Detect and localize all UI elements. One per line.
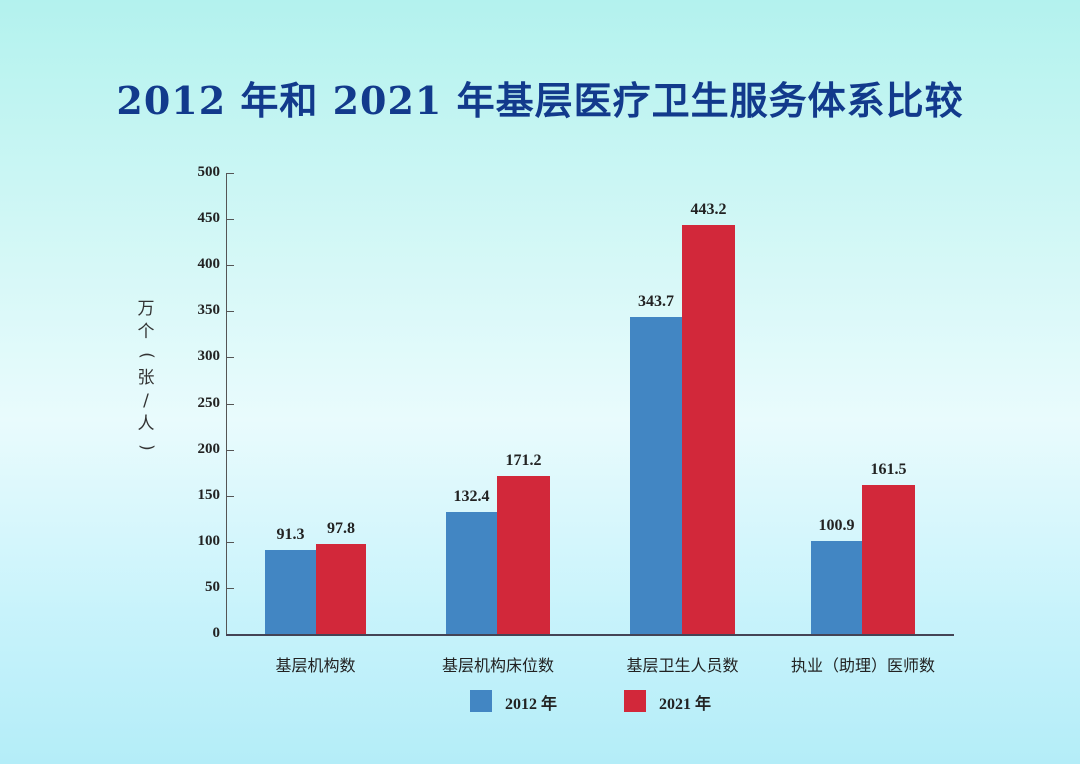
y-tick-label: 450	[197, 210, 221, 227]
x-category-label: 基层机构数	[275, 656, 356, 675]
y-tick-mark	[227, 403, 234, 405]
legend-swatch-2012	[470, 690, 492, 712]
bar-value-label: 171.2	[505, 452, 542, 470]
bar-2012	[630, 317, 682, 634]
x-category-label: 基层卫生人员数	[626, 656, 739, 675]
legend-label-2012: 2012 年	[505, 696, 558, 713]
y-axis-label: 万个(张 / 人)	[136, 299, 157, 451]
x-category-label: 基层机构床位数	[441, 656, 554, 675]
bar-value-label: 91.3	[276, 525, 305, 543]
y-tick-mark	[227, 311, 234, 313]
y-tick-label: 500	[197, 164, 221, 180]
bar-value-label: 343.7	[638, 293, 674, 311]
x-category-label: 执业（助理）医师数	[790, 656, 935, 675]
y-tick-label: 300	[197, 348, 221, 365]
y-tick-label: 400	[197, 256, 221, 273]
bar-2012	[446, 511, 497, 634]
bar-value-label: 161.5	[870, 461, 907, 479]
y-tick-label: 150	[197, 486, 221, 503]
x-axis-line	[226, 634, 954, 636]
bar-2021	[682, 225, 735, 634]
bar-2021	[316, 543, 366, 634]
y-tick-mark	[227, 357, 234, 359]
y-tick-mark	[227, 495, 234, 497]
bar-value-label: 97.8	[327, 519, 355, 537]
y-tick-mark	[227, 449, 234, 451]
legend-swatch-2021	[624, 690, 646, 712]
y-tick-mark	[227, 265, 234, 267]
bar-value-label: 443.2	[690, 201, 727, 219]
bar-2021	[497, 476, 550, 634]
y-tick-mark	[227, 219, 234, 221]
chart-title: 2012 年和 2021 年基层医疗卫生服务体系比较	[116, 78, 964, 123]
bar-value-label: 132.4	[453, 487, 490, 505]
bar-2021	[862, 485, 915, 634]
y-tick-label: 250	[197, 394, 221, 411]
bar-2012	[811, 540, 862, 634]
y-tick-label: 100	[197, 532, 221, 549]
y-tick-label: 350	[197, 302, 221, 319]
y-axis-line	[226, 173, 227, 635]
bar-2012	[265, 549, 316, 634]
y-tick-mark	[227, 587, 234, 589]
bar-value-label: 100.9	[818, 516, 855, 534]
y-tick-label: 50	[205, 578, 220, 595]
y-tick-mark	[227, 173, 234, 174]
legend-label-2021: 2021 年	[659, 696, 712, 713]
y-tick-label: 200	[197, 440, 221, 457]
y-tick-mark	[227, 541, 234, 543]
y-tick-label: 0	[212, 625, 221, 641]
